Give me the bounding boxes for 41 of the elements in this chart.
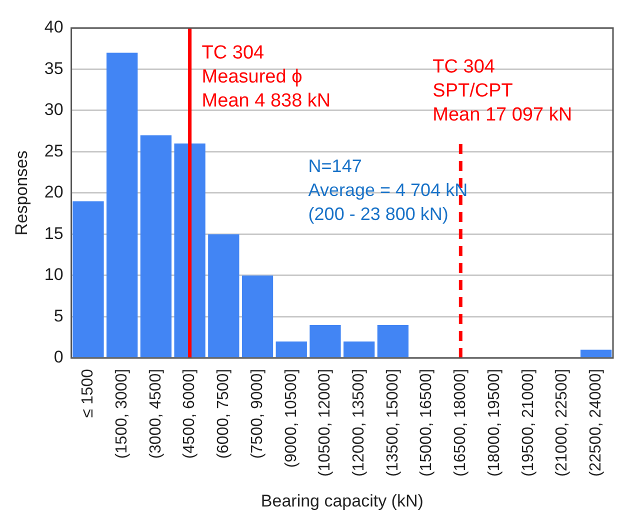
y-tick-label: 10 bbox=[44, 265, 64, 284]
x-tick-label: (13500, 15000] bbox=[384, 368, 402, 477]
x-tick-label: ≤ 1500 bbox=[80, 368, 97, 418]
y-tick-label: 0 bbox=[54, 348, 64, 367]
x-tick-label: (3000, 4500] bbox=[147, 368, 164, 459]
ref-line-label: TC 304 SPT/CPT Mean 17 097 kN bbox=[432, 56, 572, 126]
bar bbox=[377, 324, 409, 358]
x-axis-title: Bearing capacity (kN) bbox=[260, 491, 424, 510]
y-axis-title: Responses bbox=[12, 150, 31, 236]
annotation: N=147 Average = 4 704 kN (200 - 23 800 kN) bbox=[308, 156, 468, 224]
y-tick-label: 40 bbox=[44, 18, 64, 37]
y-tick-label: 25 bbox=[44, 141, 64, 160]
bar bbox=[276, 341, 307, 358]
bar bbox=[72, 201, 104, 358]
bar bbox=[242, 275, 274, 358]
x-tick-label: (18000, 19500] bbox=[486, 368, 503, 477]
x-tick-label: (4500, 6000] bbox=[181, 368, 198, 459]
x-tick-label: (9000, 10500] bbox=[282, 368, 300, 468]
y-tick-label: 5 bbox=[54, 306, 64, 326]
y-tick-label: 20 bbox=[44, 182, 64, 202]
bar bbox=[580, 350, 612, 358]
bar bbox=[106, 52, 138, 358]
bar bbox=[174, 143, 206, 358]
y-tick-label: 35 bbox=[44, 58, 64, 78]
x-tick-label: (6000, 7500] bbox=[215, 368, 232, 459]
bar bbox=[344, 341, 375, 358]
bar bbox=[140, 135, 172, 358]
x-tick-label: (1500, 3000] bbox=[114, 368, 130, 459]
x-tick-label: (19500, 21000] bbox=[520, 368, 537, 477]
x-tick-label: (22500, 24000] bbox=[587, 368, 604, 477]
x-tick-label: (21000, 22500] bbox=[554, 368, 571, 477]
bar bbox=[310, 324, 341, 358]
x-tick-label: (10500, 12000] bbox=[316, 368, 334, 477]
bar bbox=[208, 234, 240, 358]
x-tick-label: (7500, 9000] bbox=[248, 368, 266, 459]
x-tick-label: (15000, 16500] bbox=[418, 368, 436, 477]
x-tick-label: (16500, 18000] bbox=[452, 368, 470, 477]
ref-line-label: TC 304 Measured ϕ Mean 4 838 kN bbox=[202, 42, 331, 112]
x-tick-label: (12000, 13500] bbox=[350, 368, 368, 477]
y-tick-label: 30 bbox=[44, 100, 64, 120]
y-tick-label: 15 bbox=[44, 224, 64, 243]
